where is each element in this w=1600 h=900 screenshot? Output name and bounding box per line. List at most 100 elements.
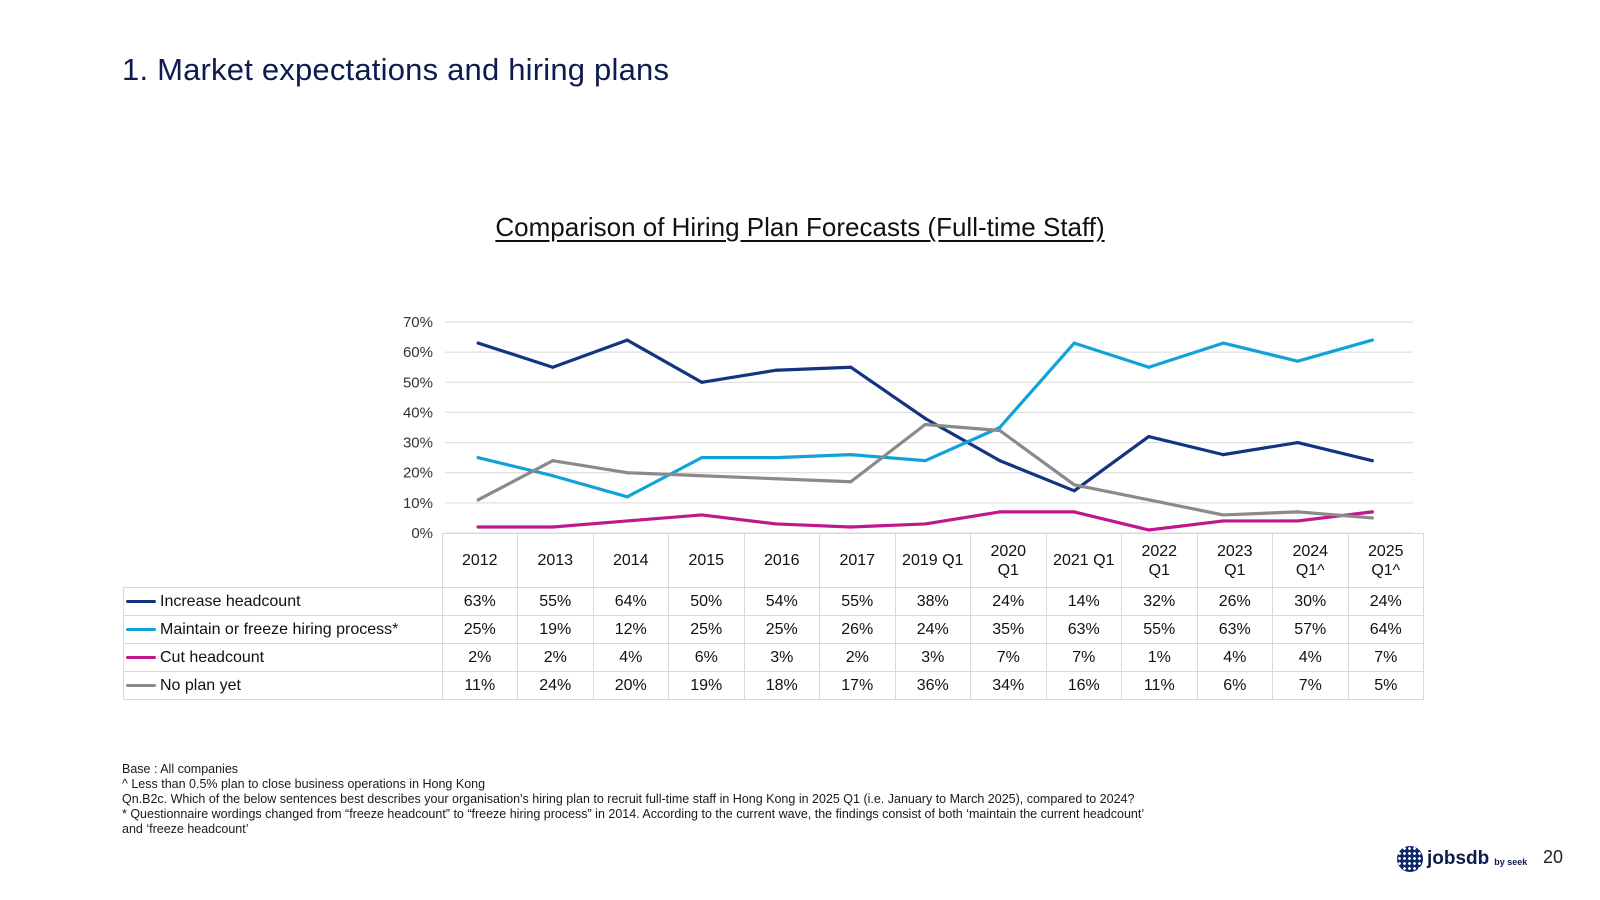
data-label: 54% xyxy=(744,588,820,616)
data-label: 18% xyxy=(744,672,820,700)
data-point xyxy=(1371,510,1374,513)
data-label: 2% xyxy=(820,644,896,672)
data-label: 36% xyxy=(895,672,971,700)
footnote-question: Qn.B2c. Which of the below sentences bes… xyxy=(122,792,1144,807)
data-point xyxy=(477,456,480,459)
x-tick-label: 2022 Q1 xyxy=(1122,534,1198,588)
data-point xyxy=(626,471,629,474)
x-tick-label: 2012 xyxy=(442,534,518,588)
x-tick-label: 2021 Q1 xyxy=(1046,534,1122,588)
table-row: Increase headcount 63% 55% 64% 50% 54% 55% 38% 2… xyxy=(124,588,1424,616)
data-label: 55% xyxy=(1122,616,1198,644)
x-tick-text: 2021 Q1 xyxy=(1053,551,1114,570)
table-row: Cut headcount 2% 2% 4% 6% 3% 2% 3% 7% 7% 1% 4% 4% 7% xyxy=(124,644,1424,672)
y-tick-label: 40% xyxy=(403,404,433,421)
footnote-wording-change: * Questionnaire wordings changed from “f… xyxy=(122,807,1144,822)
data-point xyxy=(626,495,629,498)
data-label: 25% xyxy=(442,616,518,644)
data-point xyxy=(1147,528,1150,531)
legend-label: Increase headcount xyxy=(160,593,301,610)
x-tick-text: 2016 xyxy=(764,551,800,570)
brand-logo: jobsdb by seek xyxy=(1397,846,1527,872)
x-tick-text: 2017 xyxy=(839,551,875,570)
data-point xyxy=(849,525,852,528)
data-point xyxy=(1073,342,1076,345)
data-point xyxy=(1073,483,1076,486)
data-point xyxy=(998,426,1001,429)
data-point xyxy=(775,522,778,525)
data-point xyxy=(477,498,480,501)
data-point xyxy=(1073,489,1076,492)
data-point xyxy=(551,474,554,477)
data-point xyxy=(1371,459,1374,462)
data-point xyxy=(775,369,778,372)
data-point xyxy=(1371,338,1374,341)
y-tick-label: 60% xyxy=(403,344,433,361)
data-label: 26% xyxy=(820,616,896,644)
data-label: 3% xyxy=(744,644,820,672)
data-label: 19% xyxy=(669,672,745,700)
data-label: 1% xyxy=(1122,644,1198,672)
data-label: 24% xyxy=(518,672,594,700)
x-tick-text: 2013 xyxy=(537,551,573,570)
footnote-caret: ^ Less than 0.5% plan to close business … xyxy=(122,777,1144,792)
data-point xyxy=(998,429,1001,432)
x-tick-label: 2013 xyxy=(518,534,594,588)
data-label: 7% xyxy=(971,644,1047,672)
data-label: 57% xyxy=(1273,616,1349,644)
data-point xyxy=(775,477,778,480)
data-point xyxy=(626,338,629,341)
legend-entry: Increase headcount xyxy=(124,588,443,616)
x-tick-label: 2023 Q1 xyxy=(1197,534,1273,588)
data-label: 24% xyxy=(895,616,971,644)
data-point xyxy=(849,480,852,483)
legend-label: Maintain or freeze hiring process* xyxy=(160,621,398,638)
data-point xyxy=(998,459,1001,462)
data-label: 11% xyxy=(1122,672,1198,700)
data-label: 24% xyxy=(971,588,1047,616)
data-point xyxy=(1222,513,1225,516)
data-label: 64% xyxy=(593,588,669,616)
data-point xyxy=(924,522,927,525)
data-point xyxy=(849,366,852,369)
data-label: 55% xyxy=(820,588,896,616)
data-point xyxy=(1371,516,1374,519)
page-number: 20 xyxy=(1543,847,1563,868)
data-label: 4% xyxy=(1197,644,1273,672)
x-tick-text: 2015 xyxy=(688,551,724,570)
data-point xyxy=(700,381,703,384)
x-tick-text: 2020 Q1 xyxy=(990,542,1026,580)
chart-data-table: 2012 2013 2014 2015 2016 2017 2019 Q1 2020 Q1 20… xyxy=(123,533,1424,700)
legend-label: No plan yet xyxy=(160,677,241,694)
data-label: 14% xyxy=(1046,588,1122,616)
data-label: 63% xyxy=(1197,616,1273,644)
x-tick-text: 2019 Q1 xyxy=(902,551,963,570)
data-point xyxy=(551,459,554,462)
data-point xyxy=(924,423,927,426)
data-label: 19% xyxy=(518,616,594,644)
data-point xyxy=(1073,510,1076,513)
y-tick-label: 70% xyxy=(403,314,433,331)
legend-line-icon xyxy=(126,656,156,659)
data-point xyxy=(1296,519,1299,522)
series-line-1 xyxy=(478,340,1372,491)
data-point xyxy=(775,456,778,459)
data-label: 5% xyxy=(1348,672,1424,700)
data-label: 55% xyxy=(518,588,594,616)
data-label: 4% xyxy=(593,644,669,672)
data-label: 6% xyxy=(669,644,745,672)
data-point xyxy=(1296,360,1299,363)
data-label: 63% xyxy=(442,588,518,616)
data-point xyxy=(700,474,703,477)
x-tick-label: 2014 xyxy=(593,534,669,588)
data-point xyxy=(551,525,554,528)
data-label: 2% xyxy=(442,644,518,672)
x-tick-label: 2024 Q1^ xyxy=(1273,534,1349,588)
table-corner xyxy=(124,534,443,588)
legend-line-icon xyxy=(126,600,156,603)
brand-name: jobsdb xyxy=(1427,848,1489,870)
series-line-4 xyxy=(478,424,1372,517)
data-label: 7% xyxy=(1046,644,1122,672)
y-tick-label: 30% xyxy=(403,435,433,452)
x-tick-label: 2017 xyxy=(820,534,896,588)
